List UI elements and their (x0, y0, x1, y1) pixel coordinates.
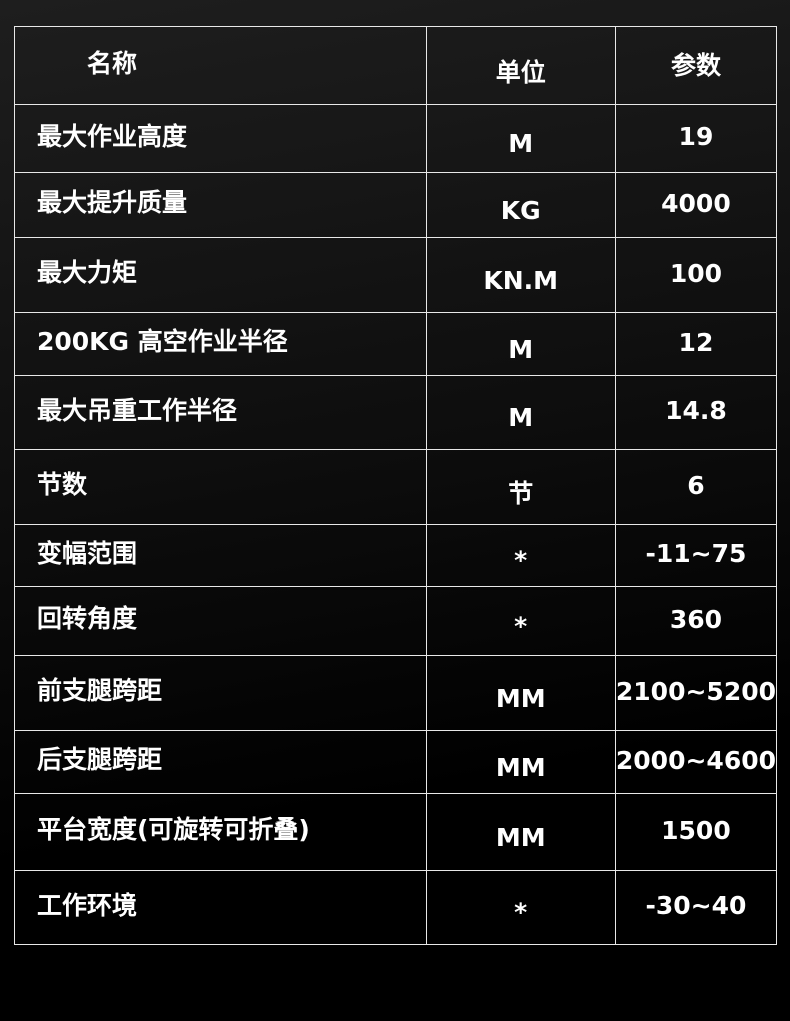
cell-unit: MM (425, 655, 616, 731)
cell-name: 节数 (14, 449, 427, 525)
cell-param: 6 (614, 449, 778, 525)
cell-name: 前支腿跨距 (14, 655, 427, 731)
header-unit: 单位 (425, 26, 616, 105)
cell-unit: * (425, 870, 616, 945)
table-row: 200KG 高空作业半径 M 12 (14, 312, 778, 376)
cell-name: 工作环境 (14, 870, 427, 945)
cell-name: 后支腿跨距 (14, 730, 427, 794)
cell-name: 变幅范围 (14, 524, 427, 587)
table-row: 最大作业高度 M 19 (14, 104, 778, 173)
table-row: 后支腿跨距 MM 2000~4600 (14, 730, 778, 794)
cell-name: 平台宽度(可旋转可折叠) (14, 793, 427, 871)
table-row: 前支腿跨距 MM 2100~5200 (14, 655, 778, 731)
cell-name: 200KG 高空作业半径 (14, 312, 427, 376)
cell-param: 14.8 (614, 375, 778, 450)
table-row: 最大力矩 KN.M 100 (14, 237, 778, 313)
header-name: 名称 (14, 26, 427, 105)
header-param: 参数 (614, 26, 778, 105)
cell-unit: 节 (425, 449, 616, 525)
cell-param: 4000 (614, 172, 778, 238)
cell-param: 19 (614, 104, 778, 173)
cell-unit: M (425, 375, 616, 450)
cell-name: 最大提升质量 (14, 172, 427, 238)
cell-unit: MM (425, 730, 616, 794)
cell-param: 1500 (614, 793, 778, 871)
cell-unit: KG (425, 172, 616, 238)
cell-unit: * (425, 524, 616, 587)
cell-param: 360 (614, 586, 778, 656)
table-row: 最大吊重工作半径 M 14.8 (14, 375, 778, 450)
cell-param: 2000~4600 (614, 730, 778, 794)
table-header-row: 名称 单位 参数 (14, 26, 778, 105)
table-row: 平台宽度(可旋转可折叠) MM 1500 (14, 793, 778, 871)
table-row: 最大提升质量 KG 4000 (14, 172, 778, 238)
table-row: 变幅范围 * -11~75 (14, 524, 778, 587)
cell-name: 最大力矩 (14, 237, 427, 313)
cell-param: -30~40 (614, 870, 778, 945)
cell-param: 100 (614, 237, 778, 313)
cell-param: 12 (614, 312, 778, 376)
cell-unit: * (425, 586, 616, 656)
cell-name: 回转角度 (14, 586, 427, 656)
table-row: 节数节 6 (14, 449, 778, 525)
table-row: 工作环境 * -30~40 (14, 870, 778, 945)
cell-unit: KN.M (425, 237, 616, 313)
cell-unit: M (425, 104, 616, 173)
cell-unit: MM (425, 793, 616, 871)
cell-name: 最大吊重工作半径 (14, 375, 427, 450)
cell-param: -11~75 (614, 524, 778, 587)
table-row: 回转角度 * 360 (14, 586, 778, 656)
cell-param: 2100~5200 (614, 655, 778, 731)
cell-name: 最大作业高度 (14, 104, 427, 173)
cell-unit: M (425, 312, 616, 376)
spec-table: 名称 单位 参数 最大作业高度 M 19 最大提升质量 KG 4000 最大力矩 KN.M 10… (14, 26, 778, 945)
